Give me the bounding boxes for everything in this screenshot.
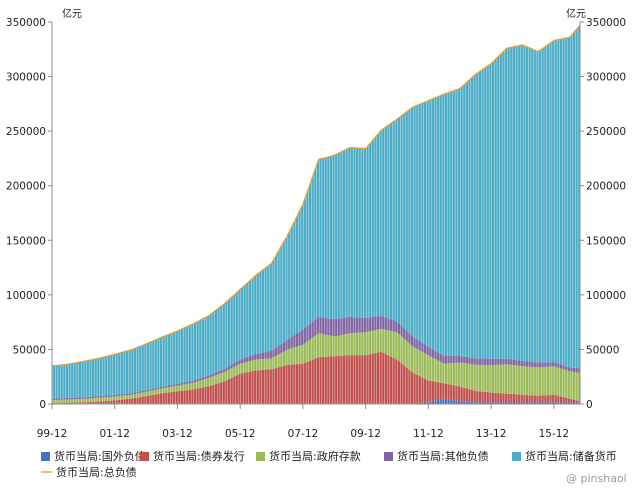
right-y-tick-label: 150000 <box>586 235 626 247</box>
left-y-tick-label: 50000 <box>13 344 46 356</box>
series-line-total-liabilities <box>51 25 581 367</box>
series-area-other_liabilities <box>52 315 580 401</box>
series-area-external_liabilities <box>52 398 580 404</box>
x-tick-label: 11-12 <box>413 428 444 440</box>
total-liabilities-layer <box>51 25 581 367</box>
legend-label-reserve_money: 货币当局:储备货币 <box>525 449 617 463</box>
legend-label-external_liabilities: 货币当局:国外负债 <box>54 449 146 463</box>
legend-swatch-external_liabilities <box>41 452 50 461</box>
x-tick-label: 03-12 <box>162 428 193 440</box>
series-area-bond_issuance <box>52 351 580 404</box>
x-tick-label: 01-12 <box>99 428 130 440</box>
axes: 0 0 50000 50000 100000 100000 150000 150000 2000… <box>6 17 626 440</box>
legend-swatch-other_liabilities <box>384 452 393 461</box>
x-tick-label: 09-12 <box>350 428 381 440</box>
legend: 货币当局:国外负债 货币当局:债券发行 货币当局:政府存款 货币当局:其他负债 货币当局… <box>41 449 617 479</box>
left-y-tick-label: 150000 <box>6 235 46 247</box>
stacked-area-bars <box>52 24 581 404</box>
x-tick-label: 07-12 <box>288 428 319 440</box>
legend-swatch-reserve_money <box>512 452 521 461</box>
legend-label-government_deposits: 货币当局:政府存款 <box>269 449 361 463</box>
left-y-tick-label: 100000 <box>6 290 46 302</box>
bar-separators <box>52 26 581 404</box>
left-y-tick-label: 300000 <box>6 72 46 84</box>
legend-label-other_liabilities: 货币当局:其他负债 <box>397 449 489 463</box>
series-area-government_deposits <box>52 328 580 403</box>
x-tick-label: 05-12 <box>225 428 256 440</box>
left-y-tick-label: 350000 <box>6 17 46 29</box>
right-y-tick-label: 350000 <box>586 17 626 29</box>
left-y-tick-label: 250000 <box>6 126 46 138</box>
left-axis-unit-label: 亿元 <box>62 7 82 20</box>
left-y-tick-label: 0 <box>39 399 46 411</box>
legend-swatch-bond_issuance <box>140 452 149 461</box>
right-y-tick-label: 0 <box>586 399 593 411</box>
right-y-tick-label: 250000 <box>586 126 626 138</box>
legend-swatch-government_deposits <box>256 452 265 461</box>
legend-label-total-liabilities: 货币当局:总负债 <box>56 465 137 479</box>
series-area-reserve_money <box>52 24 580 399</box>
right-y-tick-label: 50000 <box>586 344 619 356</box>
x-tick-label: 15-12 <box>539 428 570 440</box>
legend-label-bond_issuance: 货币当局:债券发行 <box>153 449 245 463</box>
watermark-text: @ pinshaol <box>566 472 627 485</box>
right-y-tick-label: 100000 <box>586 290 626 302</box>
right-y-tick-label: 300000 <box>586 72 626 84</box>
right-y-tick-label: 200000 <box>586 181 626 193</box>
x-tick-label: 13-12 <box>476 428 507 440</box>
x-tick-label: 99-12 <box>37 428 68 440</box>
left-y-tick-label: 200000 <box>6 181 46 193</box>
right-axis-unit-label: 亿元 <box>566 7 586 20</box>
